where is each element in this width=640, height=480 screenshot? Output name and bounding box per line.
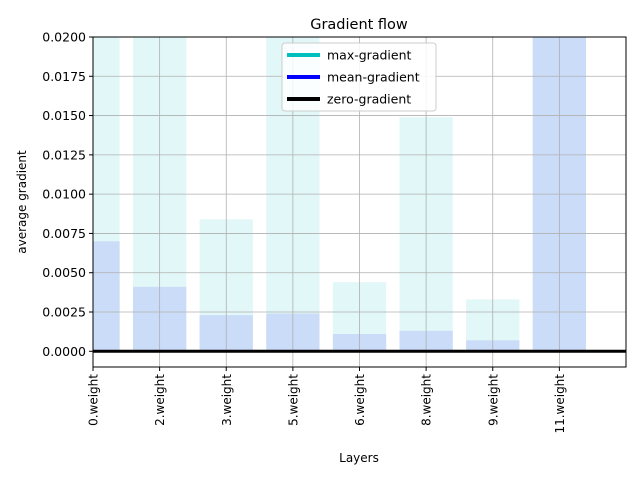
y-axis-ticks: 0.0000 0.0025 0.0050 0.0075 0.0100 0.0125 0.01… [42,30,93,359]
y-tick-label: 0.0100 [42,187,86,202]
y-tick-label: 0.0200 [42,30,86,45]
legend-box [281,42,437,112]
y-tick-label: 0.0150 [42,108,86,123]
x-axis-ticks: 0.weight 2.weight 3.weight 5.weight 6.weight… [87,367,567,434]
legend-label: mean-gradient [327,70,420,85]
x-tick-label: 3.weight [220,374,234,426]
x-tick-label: 0.weight [87,374,101,426]
x-tick-label: 2.weight [153,374,167,426]
chart-title: Gradient flow [310,17,408,33]
mean-gradient-bar [93,241,120,352]
y-tick-label: 0.0000 [42,344,86,359]
y-tick-label: 0.0025 [42,305,86,320]
legend: max-gradient mean-gradient zero-gradient [281,42,437,112]
y-tick-label: 0.0050 [42,265,86,280]
y-axis-label: average gradient [15,150,29,254]
x-tick-label: 6.weight [353,374,367,426]
y-tick-label: 0.0125 [42,147,86,162]
x-tick-label: 8.weight [420,374,434,426]
y-tick-label: 0.0075 [42,226,86,241]
grid-lines [92,36,626,367]
x-axis-label: Layers [339,451,379,465]
x-tick-label: 11.weight [553,374,567,434]
x-tick-label: 5.weight [286,374,300,426]
x-tick-label: 9.weight [486,374,500,426]
legend-label: zero-gradient [327,92,411,107]
legend-label: max-gradient [327,48,411,63]
y-tick-label: 0.0175 [42,69,86,84]
